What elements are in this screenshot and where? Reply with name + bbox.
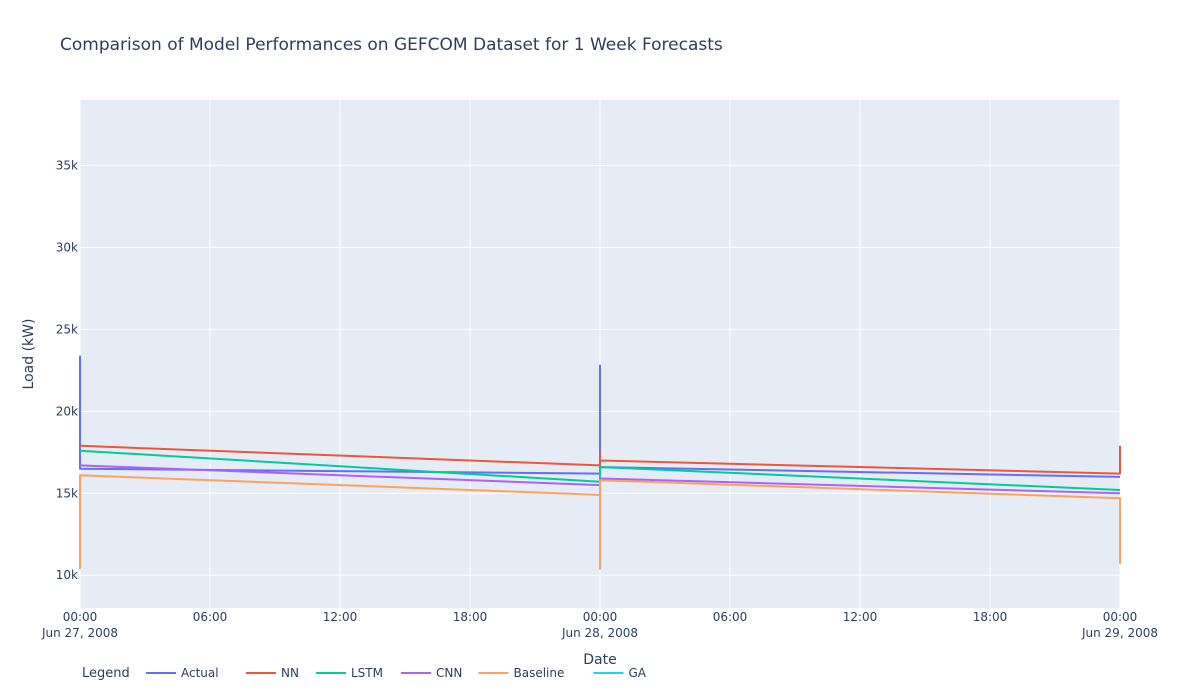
x-tick-label: 12:00 bbox=[843, 610, 878, 624]
legend-title: Legend bbox=[82, 666, 130, 681]
series-line-baseline bbox=[79, 474, 1121, 570]
x-tick-label: 06:00 bbox=[713, 610, 748, 624]
legend-item-baseline[interactable]: Baseline bbox=[478, 666, 565, 680]
series-line-nn bbox=[79, 444, 1121, 475]
series-lines bbox=[79, 355, 1121, 570]
y-tick-label: 20k bbox=[56, 404, 78, 418]
x-tick-date-label: Jun 27, 2008 bbox=[41, 626, 118, 640]
legend-label: CNN bbox=[436, 666, 462, 680]
x-tick-label: 00:00 bbox=[583, 610, 618, 624]
x-axis-ticks: 00:00 Jun 27, 2008 06:00 12:00 18:00 00:00 Jun… bbox=[41, 610, 1158, 640]
legend-item-nn[interactable]: NN bbox=[246, 666, 299, 680]
legend-item-ga[interactable]: GA bbox=[593, 666, 647, 680]
x-tick-date-label: Jun 29, 2008 bbox=[1081, 626, 1158, 640]
x-tick-label: 00:00 bbox=[63, 610, 98, 624]
legend-label: GA bbox=[629, 666, 647, 680]
x-tick-label: 00:00 bbox=[1103, 610, 1138, 624]
y-tick-label: 30k bbox=[56, 240, 78, 254]
legend-label: Actual bbox=[181, 666, 219, 680]
y-tick-label: 25k bbox=[56, 322, 78, 336]
y-axis-title: Load (kW) bbox=[21, 319, 37, 390]
y-tick-label: 10k bbox=[56, 568, 78, 582]
y-axis-ticks: 10k 15k 20k 25k 30k 35k bbox=[56, 159, 78, 583]
x-tick-label: 18:00 bbox=[973, 610, 1008, 624]
legend-label: Baseline bbox=[514, 666, 565, 680]
legend-label: LSTM bbox=[351, 666, 383, 680]
legend-label: NN bbox=[281, 666, 299, 680]
chart-title: Comparison of Model Performances on GEFC… bbox=[60, 35, 723, 55]
series-line-actual bbox=[79, 355, 1121, 478]
x-tick-date-label: Jun 28, 2008 bbox=[561, 626, 638, 640]
x-tick-label: 12:00 bbox=[323, 610, 358, 624]
series-line-lstm bbox=[79, 449, 1121, 491]
legend-item-actual[interactable]: Actual bbox=[146, 666, 219, 680]
x-tick-label: 06:00 bbox=[193, 610, 228, 624]
x-axis-title: Date bbox=[583, 652, 616, 668]
y-tick-label: 35k bbox=[56, 159, 78, 173]
legend-item-lstm[interactable]: LSTM bbox=[316, 666, 383, 680]
legend-item-cnn[interactable]: CNN bbox=[401, 666, 462, 680]
x-tick-label: 18:00 bbox=[453, 610, 488, 624]
y-tick-label: 15k bbox=[56, 486, 78, 500]
legend[interactable]: Actual NN LSTM CNN Baseline GA bbox=[146, 666, 647, 680]
